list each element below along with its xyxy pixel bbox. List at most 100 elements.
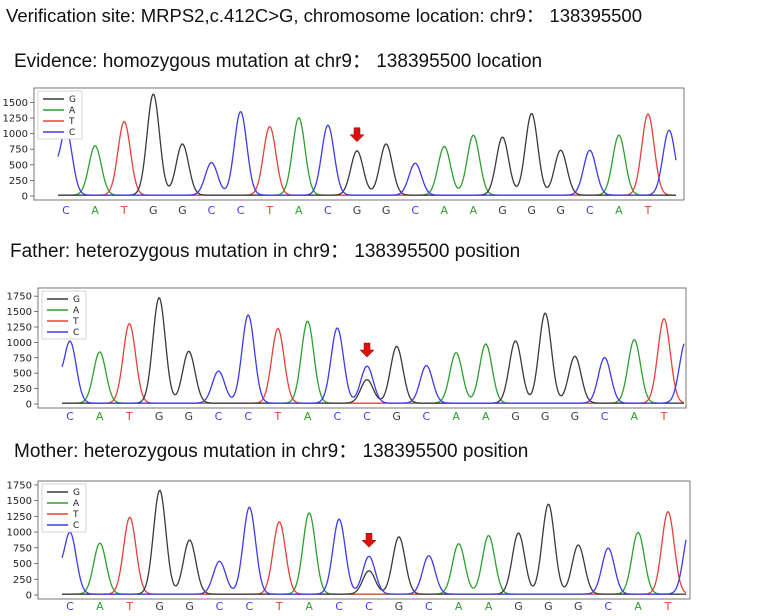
- legend-label: A: [69, 106, 76, 116]
- trace-g: [62, 296, 684, 404]
- base-label: G: [574, 600, 583, 613]
- legend-label: G: [69, 95, 76, 105]
- base-label: T: [275, 600, 283, 613]
- base-label: G: [382, 204, 391, 217]
- base-label: G: [541, 410, 550, 423]
- trace-g: [58, 93, 676, 196]
- legend-label: C: [69, 128, 75, 138]
- y-tick-label: 750: [13, 353, 32, 364]
- base-label: A: [96, 410, 104, 423]
- y-tick-label: 500: [13, 369, 32, 380]
- y-tick-label: 1500: [3, 98, 28, 109]
- base-label: G: [527, 204, 536, 217]
- base-label: T: [120, 204, 128, 217]
- y-tick-label: 0: [26, 400, 32, 411]
- base-label: C: [601, 410, 609, 423]
- base-label: A: [615, 204, 623, 217]
- base-label: A: [634, 600, 642, 613]
- trace-a: [62, 320, 684, 404]
- y-tick-label: 250: [13, 384, 32, 395]
- base-label: G: [514, 600, 523, 613]
- y-tick-label: 1750: [7, 292, 32, 303]
- base-label: A: [305, 600, 313, 613]
- base-label: C: [237, 204, 245, 217]
- base-label: G: [571, 410, 580, 423]
- y-tick-label: 1250: [7, 512, 32, 523]
- base-label: C: [246, 600, 254, 613]
- base-label: C: [324, 204, 332, 217]
- y-tick-label: 500: [13, 559, 32, 570]
- base-label: A: [631, 410, 639, 423]
- trace-c: [61, 314, 685, 404]
- base-label: G: [392, 410, 401, 423]
- base-label: C: [244, 410, 252, 423]
- y-tick-label: 750: [13, 543, 32, 554]
- base-label: C: [335, 600, 343, 613]
- base-label: G: [544, 600, 553, 613]
- base-label: G: [155, 410, 164, 423]
- base-label: C: [66, 600, 74, 613]
- y-tick-label: 750: [9, 145, 28, 156]
- base-label: G: [155, 600, 164, 613]
- base-label: C: [62, 204, 70, 217]
- base-label: C: [423, 410, 431, 423]
- legend-label: G: [73, 488, 80, 498]
- legend-label: C: [73, 328, 79, 338]
- base-label: C: [365, 600, 373, 613]
- base-label: T: [660, 410, 668, 423]
- base-label: G: [178, 204, 187, 217]
- trace-t: [62, 510, 687, 595]
- base-label: C: [216, 600, 224, 613]
- base-label: A: [91, 204, 99, 217]
- y-tick-label: 1500: [7, 307, 32, 318]
- base-label: C: [425, 600, 433, 613]
- base-label: C: [586, 204, 594, 217]
- base-label: T: [125, 600, 133, 613]
- plot-frame: [37, 287, 687, 409]
- base-label: G: [511, 410, 520, 423]
- base-label: C: [411, 204, 419, 217]
- base-label: T: [265, 204, 273, 217]
- base-label: A: [485, 600, 493, 613]
- legend-label: G: [73, 295, 80, 305]
- evidence-chart-title: Evidence: homozygous mutation at chr9： 1…: [14, 51, 543, 72]
- y-tick-label: 1000: [3, 129, 28, 140]
- trace-t: [62, 317, 685, 404]
- base-label: A: [441, 204, 449, 217]
- verification-site-heading: Verification site: MRPS2,c.412C>G, chrom…: [6, 5, 643, 26]
- base-label: A: [455, 600, 463, 613]
- trace-c: [57, 110, 677, 196]
- trace-g: [62, 489, 686, 595]
- base-label: G: [185, 410, 194, 423]
- legend-label: A: [73, 499, 80, 509]
- mutation-arrow-icon: [361, 532, 377, 548]
- y-tick-label: 0: [22, 192, 28, 203]
- base-label: G: [149, 204, 158, 217]
- legend-label: C: [73, 521, 79, 531]
- base-label: T: [664, 600, 672, 613]
- base-label: T: [125, 410, 133, 423]
- base-label: C: [604, 600, 612, 613]
- base-label: G: [498, 204, 507, 217]
- y-tick-label: 250: [9, 176, 28, 187]
- base-label: T: [644, 204, 652, 217]
- y-tick-label: 1750: [7, 480, 32, 491]
- base-label: C: [215, 410, 223, 423]
- trace-c: [61, 506, 687, 595]
- legend-label: T: [68, 117, 75, 127]
- base-label: C: [363, 410, 371, 423]
- base-label: A: [482, 410, 490, 423]
- y-tick-label: 1000: [7, 338, 32, 349]
- legend-label: T: [72, 510, 79, 520]
- base-label: G: [395, 600, 404, 613]
- base-label: A: [295, 204, 303, 217]
- base-label: G: [353, 204, 362, 217]
- plot-frame: [33, 87, 685, 201]
- mutation-arrow-icon: [359, 342, 375, 358]
- base-label: A: [452, 410, 460, 423]
